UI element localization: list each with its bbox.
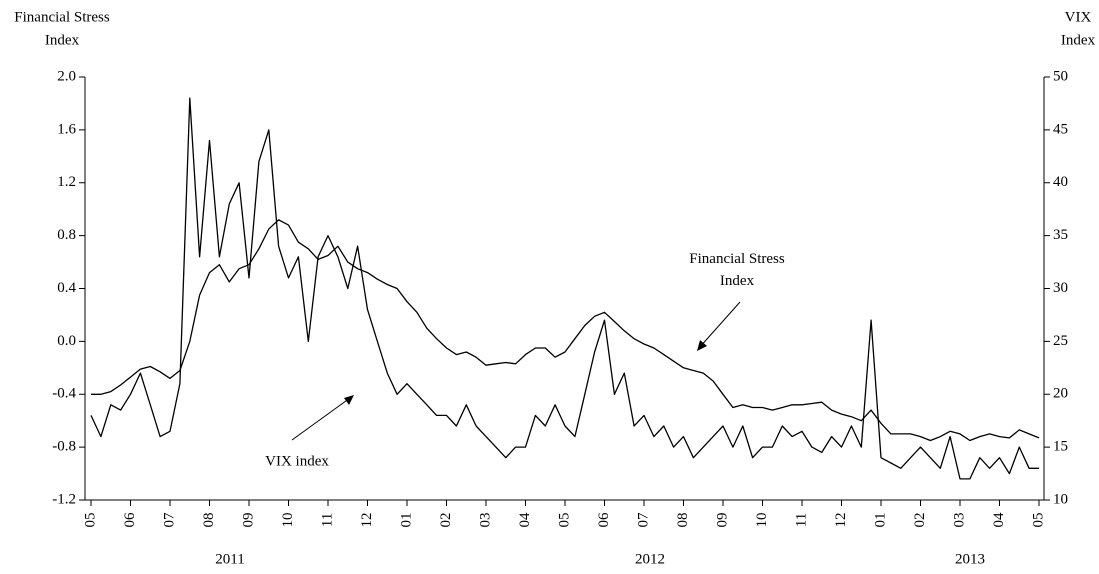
- y-tick-label: 2.0: [57, 68, 76, 84]
- annotation-arrow: [291, 397, 351, 441]
- x-tick-label: 01: [398, 513, 414, 528]
- x-group-label: 2011: [215, 551, 244, 567]
- y2-axis-label: VIX: [1065, 9, 1092, 25]
- x-tick-label: 10: [754, 513, 770, 528]
- x-tick-label: 07: [635, 512, 651, 528]
- series-line: [90, 97, 1039, 480]
- x-tick-label: 05: [1030, 513, 1046, 528]
- x-tick-label: 08: [675, 513, 691, 528]
- y-axis-label: Financial Stress: [14, 9, 110, 25]
- x-tick-label: 12: [359, 513, 375, 528]
- x-tick-label: 09: [240, 513, 256, 528]
- x-group-label: 2012: [635, 551, 665, 567]
- x-tick-label: 03: [951, 513, 967, 528]
- arrow-head: [344, 395, 354, 405]
- x-group-label: 2013: [955, 551, 985, 567]
- annotation: VIX index: [265, 453, 329, 469]
- annotation: Financial Stress Index: [689, 251, 785, 289]
- y-tick-label: 0.8: [57, 227, 76, 243]
- x-tick-label: 06: [596, 512, 612, 528]
- x-tick-label: 11: [793, 513, 809, 527]
- y-tick-label: -1.2: [52, 491, 76, 507]
- y2-tick-label: 50: [1053, 68, 1068, 84]
- y-tick-label: 1.2: [57, 174, 76, 190]
- y-tick-label: 0.0: [57, 333, 76, 349]
- y2-tick-label: 45: [1053, 121, 1068, 137]
- y2-tick-label: 35: [1053, 227, 1068, 243]
- y-tick-label: 1.6: [57, 121, 76, 137]
- series-line: [91, 219, 1040, 442]
- y2-tick-label: 10: [1053, 491, 1068, 507]
- x-tick-label: 12: [833, 513, 849, 528]
- x-tick-label: 09: [714, 513, 730, 528]
- y2-tick-label: 40: [1053, 174, 1068, 190]
- x-tick-label: 04: [517, 512, 533, 528]
- x-tick-label: 07: [161, 512, 177, 528]
- x-tick-label: 01: [872, 513, 888, 528]
- x-tick-label: 11: [319, 513, 335, 527]
- x-tick-label: 10: [280, 513, 296, 528]
- x-tick-label: 04: [991, 512, 1007, 528]
- y-axis-label: Index: [45, 32, 80, 48]
- annotation-arrow: [698, 301, 741, 349]
- y2-tick-label: 20: [1053, 386, 1068, 402]
- x-tick-label: 02: [438, 513, 454, 528]
- x-tick-label: 08: [201, 513, 217, 528]
- y2-tick-label: 25: [1053, 333, 1068, 349]
- x-tick-label: 06: [122, 512, 138, 528]
- x-tick-label: 05: [82, 513, 98, 528]
- x-tick-label: 05: [556, 513, 572, 528]
- x-tick-label: 03: [477, 513, 493, 528]
- y2-tick-label: 15: [1053, 439, 1068, 455]
- y2-axis-label: Index: [1061, 32, 1096, 48]
- x-tick-label: 02: [912, 513, 928, 528]
- y-tick-label: 0.4: [57, 280, 76, 296]
- y-tick-label: -0.8: [52, 439, 76, 455]
- arrow-head: [697, 340, 707, 351]
- y2-tick-label: 30: [1053, 280, 1068, 296]
- y-tick-label: -0.4: [52, 386, 76, 402]
